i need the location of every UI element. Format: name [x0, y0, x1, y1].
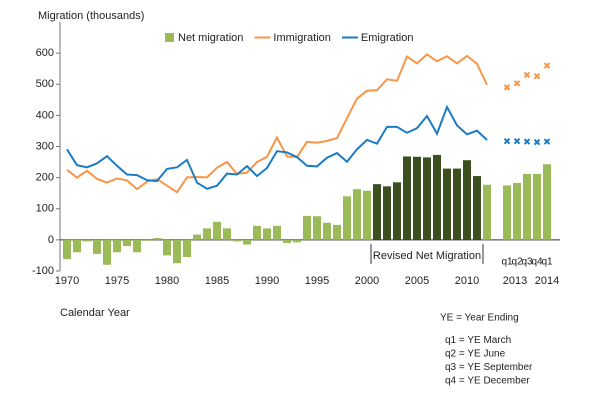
x-tick-label: q2 [511, 257, 523, 268]
bar [183, 239, 191, 257]
bar [503, 185, 511, 240]
bar [113, 239, 121, 253]
cross-marker [513, 80, 521, 87]
x-tick-label: 1975 [105, 275, 129, 287]
bar [133, 239, 141, 253]
bar [83, 239, 91, 242]
y-tick-label: 300 [36, 140, 54, 152]
line [66, 104, 488, 190]
bar [73, 239, 81, 253]
x-tick-label: 1980 [155, 275, 179, 287]
x-tick-label: q1 [541, 257, 553, 268]
legend-swatch [165, 33, 174, 42]
note: YE = Year Ending [440, 313, 519, 324]
legend-label: Immigration [273, 32, 330, 44]
bar [463, 160, 471, 240]
bar [123, 239, 131, 247]
bar [393, 182, 401, 240]
bar [433, 154, 441, 240]
bar [483, 184, 491, 240]
y-tick-label: 100 [36, 203, 54, 215]
x-tick-label: 2005 [405, 275, 429, 287]
bar [313, 216, 321, 240]
bar [63, 239, 71, 260]
cross-marker [523, 71, 531, 79]
x-tick-label: 1985 [205, 275, 229, 287]
bar [413, 156, 421, 240]
note: q4 = YE December [445, 376, 530, 387]
y-tick-label: 400 [36, 109, 54, 121]
x-year-label: 2014 [535, 275, 559, 287]
bar [513, 182, 521, 240]
line [66, 53, 488, 194]
bar [253, 225, 261, 240]
bar [323, 222, 331, 240]
bar [293, 239, 301, 243]
x-tick-label: 1990 [255, 275, 279, 287]
bar [103, 239, 111, 265]
x-tick-label: q4 [531, 257, 543, 268]
x-tick-label: 2000 [355, 275, 379, 287]
bar [453, 168, 461, 240]
y-tick-label: 600 [36, 47, 54, 59]
y-tick-label: 200 [36, 172, 54, 184]
bar [343, 196, 351, 240]
bar [523, 173, 531, 240]
bar [263, 228, 271, 240]
cross-marker [523, 138, 531, 145]
bar [213, 221, 221, 240]
cross-marker [533, 138, 541, 146]
bar [543, 164, 551, 240]
bar [403, 156, 411, 240]
bar [363, 190, 371, 240]
y-tick-label: 500 [36, 78, 54, 90]
note: q1 = YE March [445, 335, 511, 346]
note: q2 = YE June [445, 349, 506, 360]
cross-marker [503, 138, 511, 145]
bar [93, 239, 101, 254]
bar [533, 173, 541, 240]
bar [193, 234, 201, 240]
bar [473, 176, 481, 240]
bar [243, 239, 251, 245]
x-tick-label: 1995 [305, 275, 329, 287]
bar [303, 215, 311, 240]
bar [143, 239, 151, 241]
y-tick-label: -100 [32, 265, 54, 277]
bar [333, 224, 341, 240]
x-tick-label: q3 [521, 257, 533, 268]
x-tick-label: q1 [501, 257, 513, 268]
cross-marker [533, 72, 541, 80]
note: q3 = YE September [445, 362, 533, 373]
x-tick-label: 1970 [55, 275, 79, 287]
bar [233, 239, 241, 242]
y-tick-label: 0 [48, 234, 54, 246]
bar [273, 225, 281, 240]
bar [443, 168, 451, 240]
annotation: Revised Net Migration [373, 250, 481, 262]
x-axis-title: Calendar Year [60, 307, 130, 319]
legend-label: Emigration [361, 32, 414, 44]
bar [383, 186, 391, 240]
y-axis-title: Migration (thousands) [38, 10, 144, 22]
bar [203, 228, 211, 240]
cross-marker [513, 138, 521, 145]
bar [353, 189, 361, 240]
x-year-label: 2013 [503, 275, 527, 287]
bar [163, 239, 171, 256]
bar [373, 184, 381, 240]
cross-marker [503, 84, 511, 91]
bar [173, 239, 181, 264]
bar [153, 238, 161, 240]
legend-label: Net migration [178, 32, 243, 44]
annotation-bracket [370, 243, 484, 264]
bar [423, 157, 431, 240]
x-tick-label: 2010 [455, 275, 479, 287]
bar [283, 239, 291, 243]
bar [223, 228, 231, 240]
cross-marker [543, 138, 551, 145]
cross-marker [543, 62, 551, 69]
